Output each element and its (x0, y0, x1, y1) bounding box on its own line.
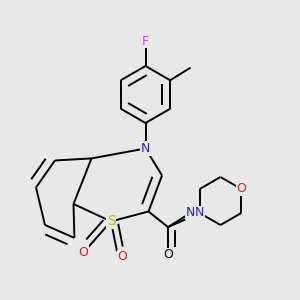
Text: N: N (195, 206, 204, 220)
Text: O: O (78, 246, 88, 259)
Text: O: O (236, 182, 246, 196)
Text: S: S (106, 214, 116, 228)
Text: N: N (141, 142, 150, 155)
Text: N: N (186, 206, 195, 220)
Text: F: F (142, 34, 149, 48)
Text: O: O (118, 250, 127, 263)
Text: O: O (163, 248, 173, 262)
